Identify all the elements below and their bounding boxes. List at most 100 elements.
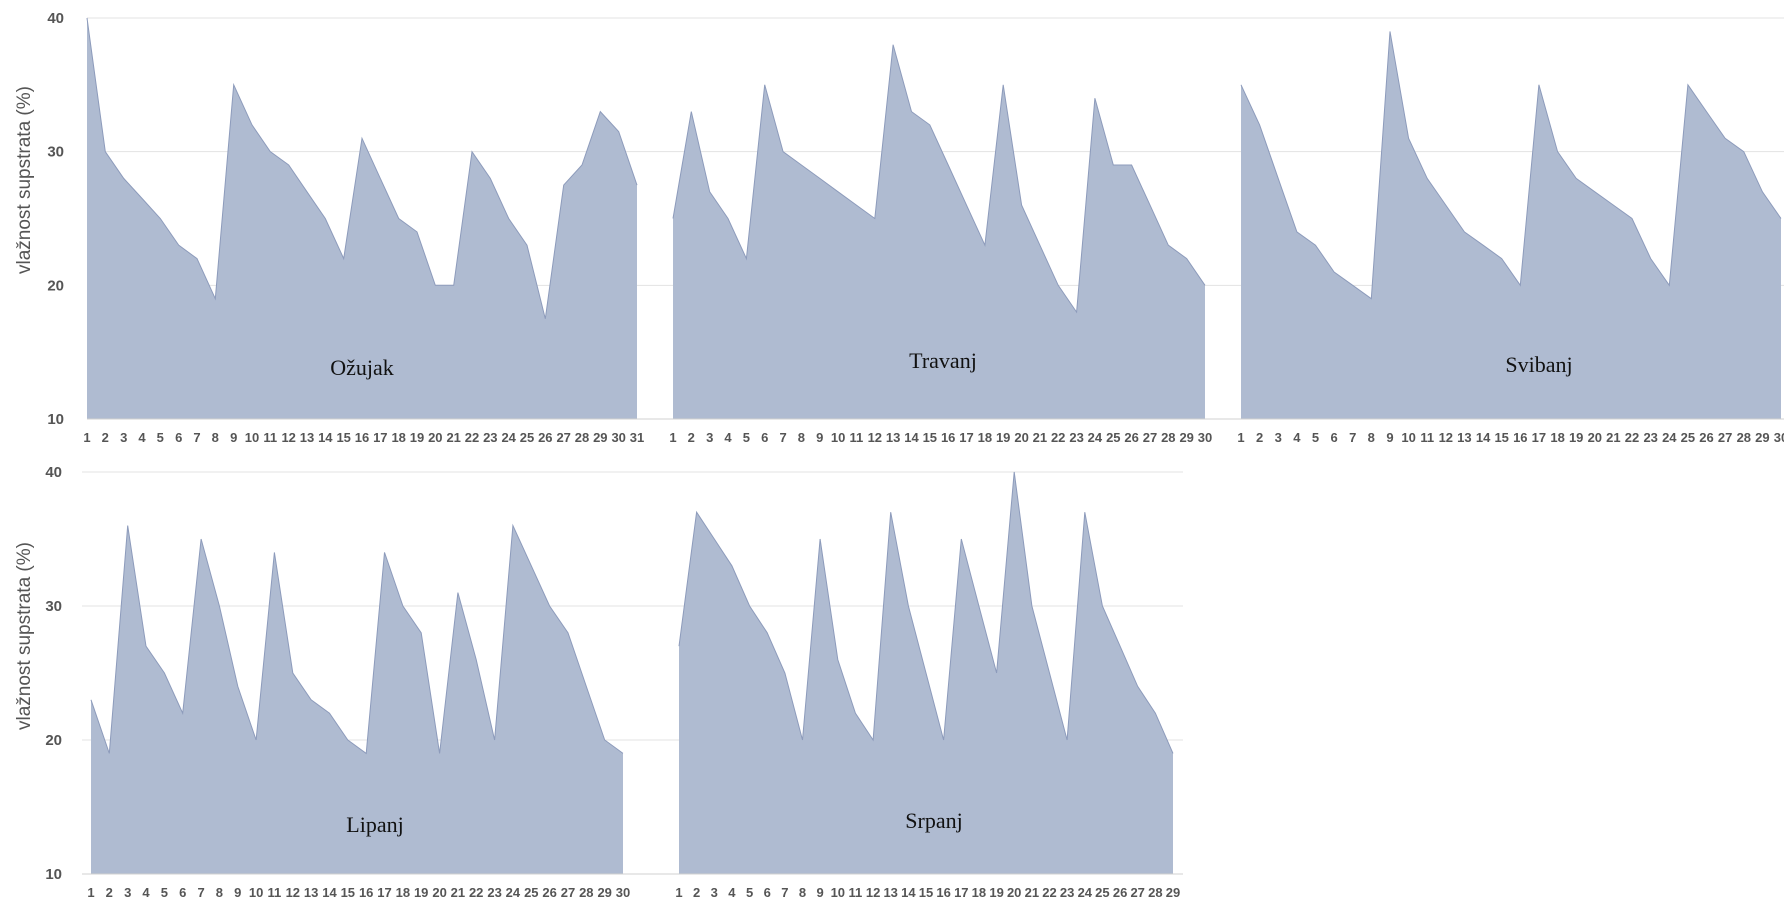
x-tick-label: 24 xyxy=(1088,430,1103,445)
x-tick-label: 11 xyxy=(268,885,282,900)
y-tick-label: 20 xyxy=(47,277,64,294)
x-tick-label: 17 xyxy=(959,430,973,445)
x-tick-label: 28 xyxy=(1161,430,1175,445)
x-tick-label: 11 xyxy=(849,885,863,900)
x-tick-label: 14 xyxy=(1476,430,1491,445)
x-tick-label: 17 xyxy=(377,885,391,900)
x-tick-label: 6 xyxy=(1330,430,1337,445)
x-tick-label: 8 xyxy=(212,430,219,445)
area-line xyxy=(672,44,1206,314)
area-line xyxy=(86,17,638,319)
x-tick-label: 25 xyxy=(1106,430,1120,445)
x-tick-label: 31 xyxy=(630,430,644,445)
x-tick-label: 1 xyxy=(675,885,682,900)
x-tick-label: 15 xyxy=(919,885,933,900)
x-tick-label: 9 xyxy=(1386,430,1393,445)
x-tick-label: 12 xyxy=(866,885,880,900)
x-tick-label: 3 xyxy=(120,430,127,445)
x-tick-label: 22 xyxy=(465,430,479,445)
x-tick-label: 6 xyxy=(179,885,186,900)
x-tick-label: 25 xyxy=(1095,885,1109,900)
area-line xyxy=(90,523,624,755)
y-tick-label: 10 xyxy=(45,866,62,883)
x-tick-label: 13 xyxy=(883,885,897,900)
x-tick-label: 15 xyxy=(923,430,937,445)
series-label: Srpanj xyxy=(905,808,962,833)
x-tick-label: 23 xyxy=(487,885,501,900)
x-tick-label: 27 xyxy=(1143,430,1157,445)
x-tick-label: 29 xyxy=(1179,430,1193,445)
x-tick-label: 7 xyxy=(781,885,788,900)
x-tick-label: 2 xyxy=(106,885,113,900)
x-axis-labels: 1 2 3 4 5 6 7 8 9 10 11 12 13 14 15 16 17 18 19 20 21 22 23 24 2… xyxy=(669,430,1212,445)
x-tick-label: 21 xyxy=(1025,885,1039,900)
x-tick-label: 18 xyxy=(972,885,986,900)
x-tick-label: 28 xyxy=(1737,430,1751,445)
y-tick-label: 30 xyxy=(47,144,64,161)
area-fill xyxy=(87,18,637,419)
y-tick-label: 40 xyxy=(47,10,64,27)
x-tick-label: 17 xyxy=(373,430,387,445)
x-tick-label: 22 xyxy=(1042,885,1056,900)
x-tick-label: 10 xyxy=(249,885,263,900)
x-tick-label: 28 xyxy=(1148,885,1162,900)
x-tick-label: 20 xyxy=(428,430,442,445)
x-tick-label: 26 xyxy=(542,885,556,900)
x-tick-label: 19 xyxy=(996,430,1010,445)
x-tick-label: 10 xyxy=(1401,430,1415,445)
x-tick-label: 6 xyxy=(761,430,768,445)
series-label: Travanj xyxy=(909,348,977,373)
x-tick-label: 16 xyxy=(355,430,369,445)
x-tick-label: 25 xyxy=(520,430,534,445)
x-tick-label: 29 xyxy=(1755,430,1769,445)
x-tick-label: 20 xyxy=(432,885,446,900)
x-tick-label: 24 xyxy=(1078,885,1093,900)
x-axis-labels: 1 2 3 4 5 6 7 8 9 10 11 12 13 14 15 16 17 18 19 20 21 22 23 24 2… xyxy=(83,430,644,445)
x-tick-label: 14 xyxy=(318,430,333,445)
x-tick-label: 3 xyxy=(711,885,718,900)
area-fill xyxy=(91,525,623,874)
x-tick-label: 6 xyxy=(764,885,771,900)
x-tick-label: 29 xyxy=(1166,885,1180,900)
x-tick-label: 4 xyxy=(724,430,732,445)
x-tick-label: 13 xyxy=(1457,430,1471,445)
x-tick-label: 2 xyxy=(693,885,700,900)
x-tick-label: 21 xyxy=(446,430,460,445)
x-tick-label: 12 xyxy=(281,430,295,445)
x-tick-label: 20 xyxy=(1014,430,1028,445)
x-tick-label: 1 xyxy=(1237,430,1244,445)
x-tick-label: 10 xyxy=(831,885,845,900)
x-tick-label: 27 xyxy=(556,430,570,445)
x-tick-label: 11 xyxy=(1420,430,1434,445)
x-tick-label: 7 xyxy=(193,430,200,445)
x-tick-label: 14 xyxy=(904,430,919,445)
x-tick-label: 1 xyxy=(83,430,90,445)
x-tick-label: 30 xyxy=(616,885,630,900)
x-tick-label: 18 xyxy=(978,430,992,445)
x-tick-label: 12 xyxy=(286,885,300,900)
x-tick-label: 13 xyxy=(886,430,900,445)
x-tick-label: 11 xyxy=(263,430,277,445)
x-tick-label: 28 xyxy=(575,430,589,445)
x-tick-label: 5 xyxy=(157,430,164,445)
x-tick-label: 14 xyxy=(901,885,916,900)
x-tick-label: 26 xyxy=(538,430,552,445)
x-tick-label: 15 xyxy=(336,430,350,445)
x-tick-label: 16 xyxy=(936,885,950,900)
x-tick-label: 28 xyxy=(579,885,593,900)
x-tick-label: 13 xyxy=(304,885,318,900)
x-tick-label: 7 xyxy=(779,430,786,445)
area-fill xyxy=(1241,31,1781,420)
x-tick-label: 21 xyxy=(1033,430,1047,445)
x-tick-label: 22 xyxy=(1625,430,1639,445)
x-tick-label: 9 xyxy=(234,885,241,900)
area-line xyxy=(678,471,1174,754)
x-tick-label: 19 xyxy=(1569,430,1583,445)
x-tick-label: 27 xyxy=(1718,430,1732,445)
x-tick-label: 16 xyxy=(359,885,373,900)
x-axis-labels: 1 2 3 4 5 6 7 8 9 10 11 12 13 14 15 16 17 18 19 20 21 22 23 24 2… xyxy=(1237,430,1784,445)
x-tick-label: 22 xyxy=(469,885,483,900)
